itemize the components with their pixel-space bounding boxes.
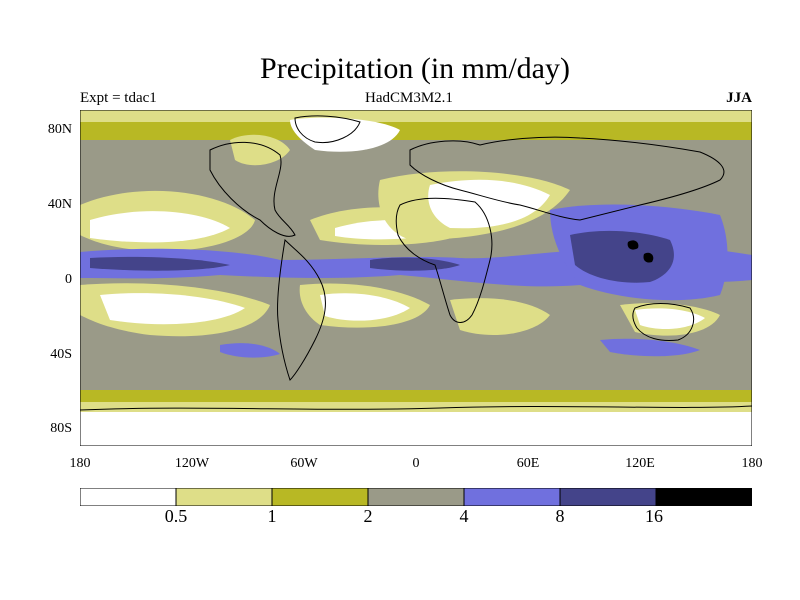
itcz-pacific-core xyxy=(90,256,230,271)
lon-label-180w: 180 xyxy=(69,456,91,471)
colorbar-label-8: 8 xyxy=(555,506,565,526)
season-label: JJA xyxy=(726,90,752,106)
colorbar-label-1: 1 xyxy=(267,506,277,526)
colorbar-segment xyxy=(655,488,752,506)
colorbar-segment xyxy=(271,488,369,506)
lon-label-60w: 60W xyxy=(290,456,318,471)
colorbar-segment xyxy=(367,488,465,506)
colorbar-label-2: 2 xyxy=(363,506,373,526)
lat-label-0: 0 xyxy=(65,272,72,287)
north-pacific-dry-core xyxy=(90,211,230,243)
lat-label-80n: 80N xyxy=(47,122,72,137)
antarctic-dry-band xyxy=(80,412,752,446)
australia-coastline xyxy=(632,303,694,341)
south-pacific-wet-patch xyxy=(220,343,280,358)
lon-label-60e: 60E xyxy=(516,456,540,471)
colorbar-label-0-5: 0.5 xyxy=(164,506,188,526)
colorbar-label-16: 16 xyxy=(645,506,663,526)
precipitation-map xyxy=(80,110,752,446)
greenland-dry xyxy=(290,117,400,152)
antarctica-coastline xyxy=(80,405,752,411)
monsoon-extreme-1 xyxy=(627,240,639,250)
lat-label-80s: 80S xyxy=(50,421,72,436)
colorbar-segment xyxy=(463,488,561,506)
australia-dry-core xyxy=(635,308,705,330)
lon-label-180e: 180 xyxy=(741,456,763,471)
greenland-coastline xyxy=(294,115,361,144)
colorbar-segment xyxy=(559,488,657,506)
arctic-dry-band xyxy=(80,110,752,122)
lat-label-40n: 40N xyxy=(47,197,72,212)
southern-africa-dry xyxy=(450,298,550,335)
plot-title: Precipitation (in mm/day) xyxy=(260,52,570,85)
monsoon-extreme-2 xyxy=(643,252,654,263)
lat-label-40s: 40S xyxy=(50,347,72,362)
lon-label-120w: 120W xyxy=(174,456,210,471)
sahara-arabia-dry-core xyxy=(428,179,550,229)
experiment-label: Expt = tdac1 xyxy=(80,90,157,106)
asian-monsoon-core xyxy=(570,230,674,283)
south-america-coastline xyxy=(277,238,326,381)
south-atlantic-dry-core xyxy=(320,293,410,321)
colorbar-segment xyxy=(175,488,273,506)
colorbar-label-4: 4 xyxy=(459,506,469,526)
lon-label-0: 0 xyxy=(412,456,420,471)
south-indian-wet-patch xyxy=(600,338,700,357)
south-pacific-dry-core xyxy=(100,293,245,325)
itcz-atlantic-core xyxy=(370,257,460,271)
africa-coastline xyxy=(395,197,493,323)
north-america-coastline xyxy=(209,141,296,237)
model-label: HadCM3M2.1 xyxy=(365,90,453,106)
colorbar xyxy=(80,488,752,506)
eurasia-coastline xyxy=(409,136,725,221)
colorbar-segment xyxy=(80,488,177,506)
southern-ocean-band xyxy=(80,390,752,402)
lon-label-120e: 120E xyxy=(625,456,655,471)
